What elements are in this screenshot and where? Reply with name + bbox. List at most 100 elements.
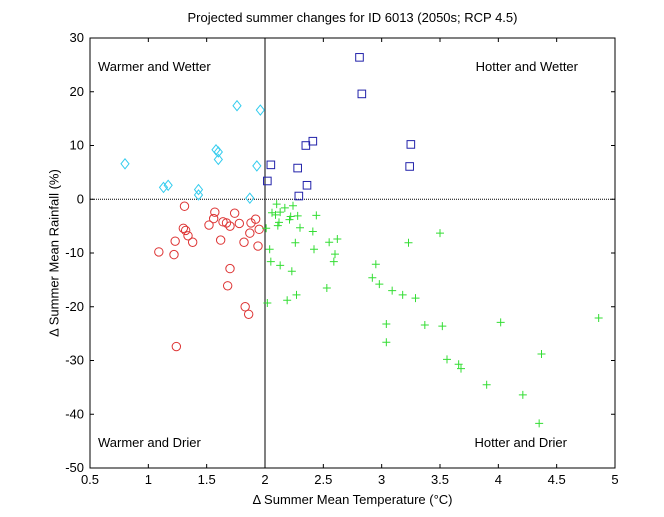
y-tick-label: 30: [70, 30, 84, 45]
data-point-circle: [171, 341, 182, 352]
data-point-plus: [404, 238, 413, 247]
data-point-plus: [293, 211, 302, 220]
data-point-plus: [535, 419, 544, 428]
data-point-circle: [225, 263, 235, 274]
data-point-circle: [179, 201, 190, 211]
data-point-plus: [308, 227, 317, 236]
data-point-circle: [208, 213, 219, 224]
data-point-plus: [268, 208, 276, 217]
data-point-plus: [368, 273, 377, 282]
data-point-diamond: [213, 153, 223, 166]
data-point-circle: [187, 237, 198, 247]
data-point-plus: [325, 238, 334, 247]
data-point-square: [357, 89, 367, 99]
data-point-plus: [287, 267, 296, 276]
data-point-plus: [285, 215, 294, 224]
data-point-circle: [245, 228, 255, 238]
data-point-square: [406, 140, 416, 149]
data-point-circle: [154, 247, 164, 257]
data-point-circle: [180, 225, 191, 236]
y-axis-label: Δ Summer Mean Rainfall (%): [46, 169, 62, 337]
quadrant-label-top-left: Warmer and Wetter: [98, 59, 211, 74]
quadrant-label-bottom-left: Warmer and Drier: [98, 435, 201, 450]
data-point-circle: [225, 221, 235, 231]
data-point-plus: [375, 280, 384, 289]
data-point-circle: [253, 241, 263, 251]
data-point-square: [294, 191, 304, 201]
data-point-circle: [215, 235, 226, 245]
data-point-plus: [518, 390, 527, 399]
data-point-plus: [263, 298, 272, 307]
data-point-plus: [331, 250, 339, 259]
x-tick-label: 4: [495, 472, 502, 487]
data-point-plus: [443, 355, 451, 364]
data-point-square: [308, 136, 318, 146]
quadrant-label-bottom-right: Hotter and Drier: [475, 435, 568, 450]
chart-title: Projected summer changes for ID 6013 (20…: [187, 10, 518, 25]
y-tick-label: -10: [65, 245, 84, 260]
data-point-circle: [169, 249, 179, 260]
data-point-plus: [283, 296, 292, 305]
data-point-square: [293, 163, 302, 173]
data-point-plus: [382, 319, 391, 328]
data-point-square: [405, 162, 414, 171]
data-point-plus: [265, 245, 274, 254]
data-point-plus: [266, 257, 275, 266]
x-tick-label: 1: [145, 472, 152, 487]
data-point-circle: [243, 309, 254, 319]
x-tick-label: 3.5: [431, 472, 449, 487]
data-point-plus: [289, 201, 297, 210]
data-point-circle: [234, 218, 245, 229]
quadrant-label-top-right: Hotter and Wetter: [476, 59, 579, 74]
x-tick-label: 3: [378, 472, 385, 487]
data-point-circle: [183, 231, 193, 241]
x-tick-label: 2.5: [314, 472, 332, 487]
data-point-square: [263, 176, 272, 186]
data-point-plus: [333, 235, 342, 244]
y-tick-label: -50: [65, 460, 84, 475]
data-point-diamond: [193, 183, 204, 196]
data-point-plus: [262, 224, 271, 233]
x-tick-label: 0.5: [81, 472, 99, 487]
data-point-plus: [286, 212, 295, 221]
data-point-plus: [398, 290, 407, 299]
data-point-plus: [371, 260, 380, 269]
data-point-plus: [420, 321, 429, 330]
data-point-plus: [275, 218, 283, 227]
data-point-square: [266, 160, 276, 170]
data-point-plus: [276, 208, 285, 217]
data-point-plus: [537, 350, 546, 359]
data-point-plus: [388, 286, 397, 295]
x-tick-label: 1.5: [198, 472, 216, 487]
data-point-circle: [178, 223, 189, 233]
data-point-diamond: [255, 104, 265, 116]
data-point-plus: [291, 238, 300, 247]
data-point-plus: [382, 338, 391, 347]
data-point-plus: [436, 229, 444, 238]
data-point-plus: [454, 360, 463, 369]
data-point-diamond: [193, 189, 204, 201]
data-point-plus: [322, 283, 331, 292]
data-point-circle: [210, 207, 220, 217]
data-point-diamond: [120, 157, 130, 170]
data-point-plus: [271, 210, 280, 219]
data-point-square: [355, 53, 364, 62]
y-tick-label: 10: [70, 138, 84, 153]
plot-frame: [89, 37, 616, 469]
data-point-circle: [250, 214, 261, 224]
data-point-circle: [204, 220, 214, 230]
y-tick-label: 0: [77, 191, 84, 206]
data-point-diamond: [158, 181, 169, 194]
data-point-plus: [329, 257, 338, 266]
data-point-plus: [296, 223, 304, 232]
x-tick-label: 5: [611, 472, 618, 487]
data-point-plus: [276, 261, 285, 270]
data-point-square: [301, 141, 311, 150]
data-point-plus: [411, 294, 420, 303]
data-point-circle: [222, 281, 233, 291]
data-point-plus: [438, 322, 447, 331]
data-point-plus: [273, 221, 282, 230]
data-point-square: [302, 180, 312, 190]
data-point-circle: [221, 218, 232, 228]
